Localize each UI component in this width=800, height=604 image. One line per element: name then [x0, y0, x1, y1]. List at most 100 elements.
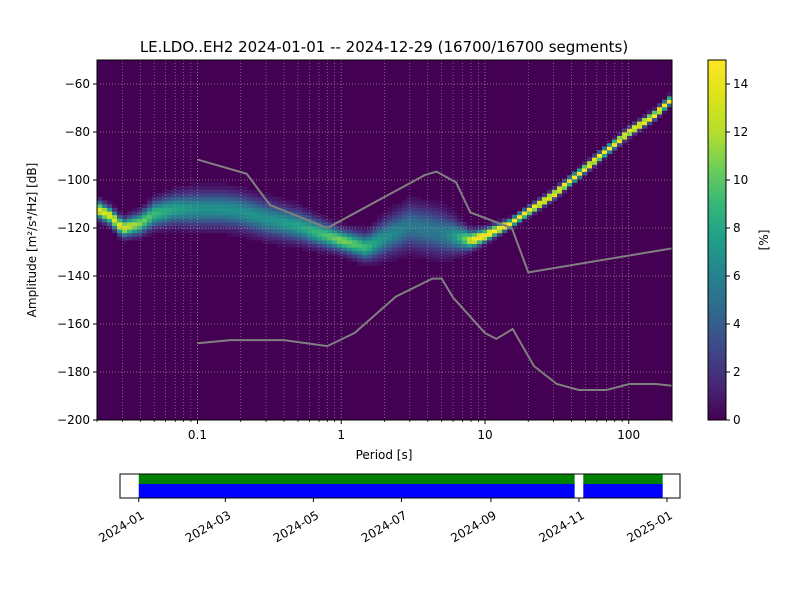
heatmap-cell [277, 204, 283, 208]
heatmap-cell [457, 218, 463, 223]
heatmap-cell [267, 222, 273, 226]
heatmap-cell [237, 229, 243, 234]
heatmap-cell [452, 211, 458, 216]
heatmap-cell [467, 236, 473, 241]
heatmap-cell [112, 222, 118, 226]
heatmap-cell [337, 232, 343, 237]
heatmap-cell [362, 240, 368, 244]
heatmap-cell [427, 207, 433, 212]
heatmap-cell [657, 110, 663, 115]
heatmap-cell [407, 207, 413, 212]
heatmap-cell [287, 214, 293, 219]
heatmap-cell [422, 222, 428, 226]
heatmap-cell [422, 243, 428, 248]
heatmap-cell [417, 225, 423, 230]
heatmap-cell [412, 232, 418, 237]
heatmap-cell [232, 232, 238, 237]
heatmap-cell [297, 222, 303, 226]
heatmap-cell [347, 258, 353, 262]
heatmap-cell [312, 247, 318, 252]
heatmap-cell [637, 128, 643, 133]
heatmap-cell [417, 196, 423, 201]
heatmap-cell [297, 240, 303, 244]
heatmap-cell [317, 232, 323, 237]
heatmap-cell [227, 204, 233, 208]
heatmap-cell [157, 222, 163, 226]
heatmap-cell [242, 222, 248, 226]
heatmap-cell [342, 243, 348, 248]
heatmap-cell [212, 229, 218, 234]
heatmap-cell [427, 200, 433, 205]
heatmap-cell [507, 222, 513, 226]
heatmap-cell [632, 132, 638, 136]
heatmap-cell [187, 222, 193, 226]
heatmap-cell [322, 222, 328, 226]
heatmap-cell [232, 214, 238, 219]
heatmap-cell [317, 214, 323, 219]
heatmap-cell [407, 222, 413, 226]
heatmap-cell [447, 247, 453, 252]
heatmap-cell [367, 261, 373, 266]
heatmap-cell [607, 142, 613, 147]
heatmap-cell [432, 240, 438, 244]
heatmap-cell [437, 250, 443, 255]
heatmap-cell [222, 211, 228, 216]
heatmap-cell [327, 232, 333, 237]
heatmap-cell [307, 247, 313, 252]
heatmap-cell [462, 243, 468, 248]
heatmap-cell [377, 232, 383, 237]
heatmap-cell [417, 214, 423, 219]
heatmap-cell [502, 218, 508, 223]
heatmap-cell [162, 225, 168, 230]
heatmap-cell [372, 247, 378, 252]
heatmap-cell [97, 204, 103, 208]
heatmap-cell [262, 229, 268, 234]
heatmap-cell [217, 200, 223, 205]
heatmap-cell [462, 254, 468, 259]
heatmap-cell [237, 193, 243, 198]
heatmap-cell [397, 254, 403, 259]
heatmap-cell [417, 200, 423, 205]
heatmap-cell [192, 193, 198, 198]
heatmap-cell [207, 182, 213, 187]
heatmap-cell [132, 229, 138, 234]
heatmap-cell [132, 207, 138, 212]
heatmap-cell [207, 200, 213, 205]
heatmap-cell [217, 207, 223, 212]
heatmap-cell [282, 240, 288, 244]
heatmap-cell [182, 186, 188, 190]
available-segment [583, 474, 663, 484]
heatmap-cell [357, 225, 363, 230]
heatmap-cell [657, 106, 663, 111]
heatmap-cell [412, 247, 418, 252]
heatmap-cell [277, 232, 283, 237]
heatmap-cell [437, 240, 443, 244]
heatmap-cell [222, 222, 228, 226]
heatmap-cell [272, 196, 278, 201]
heatmap-cell [202, 218, 208, 223]
heatmap-cell [452, 229, 458, 234]
heatmap-cell [287, 207, 293, 212]
heatmap-cell [222, 186, 228, 190]
y-tick-label: −120 [57, 221, 90, 235]
heatmap-cell [182, 229, 188, 234]
heatmap-cell [302, 218, 308, 223]
heatmap-cell [267, 200, 273, 205]
heatmap-cell [462, 236, 468, 241]
heatmap-cell [457, 222, 463, 226]
heatmap-cell [527, 211, 533, 216]
heatmap-cell [182, 189, 188, 194]
heatmap-cell [437, 229, 443, 234]
heatmap-cell [577, 175, 583, 180]
heatmap-cell [422, 247, 428, 252]
heatmap-cell [297, 207, 303, 212]
heatmap-cell [372, 261, 378, 266]
heatmap-cell [392, 229, 398, 234]
heatmap-cell [267, 240, 273, 244]
heatmap-cell [422, 204, 428, 208]
heatmap-cell [562, 178, 568, 183]
grid [97, 60, 672, 420]
heatmap-cell [197, 218, 203, 223]
heatmap-cell [467, 240, 473, 244]
heatmap-cell [322, 236, 328, 241]
